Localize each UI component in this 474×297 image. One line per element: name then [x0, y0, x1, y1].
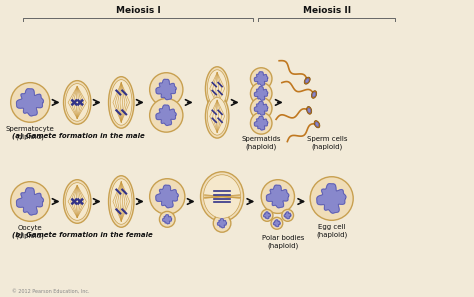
Ellipse shape: [310, 177, 353, 220]
Ellipse shape: [203, 175, 241, 218]
Ellipse shape: [65, 84, 89, 121]
Text: Oocyte
(diploid): Oocyte (diploid): [16, 225, 45, 239]
Polygon shape: [273, 220, 280, 227]
Ellipse shape: [305, 78, 309, 83]
Text: Spermatids
(haploid): Spermatids (haploid): [241, 136, 281, 150]
Polygon shape: [156, 105, 176, 125]
Text: (a) Gamete formation in the male: (a) Gamete formation in the male: [12, 132, 145, 139]
Polygon shape: [284, 212, 291, 219]
Ellipse shape: [250, 112, 272, 134]
Polygon shape: [264, 212, 270, 219]
Ellipse shape: [312, 92, 316, 97]
Polygon shape: [218, 219, 227, 228]
Ellipse shape: [65, 183, 89, 220]
Polygon shape: [255, 72, 268, 86]
Text: Egg cell
(haploid): Egg cell (haploid): [316, 224, 347, 238]
Ellipse shape: [110, 80, 132, 125]
Ellipse shape: [261, 209, 273, 221]
Ellipse shape: [314, 121, 320, 128]
Text: Sperm cells
(haploid): Sperm cells (haploid): [307, 136, 347, 150]
Text: Meiosis II: Meiosis II: [303, 6, 351, 15]
Ellipse shape: [159, 211, 175, 227]
Text: Polar bodies
(haploid): Polar bodies (haploid): [262, 235, 304, 249]
Ellipse shape: [150, 73, 183, 106]
Text: (b) Gamete formation in the female: (b) Gamete formation in the female: [12, 231, 153, 238]
Ellipse shape: [208, 97, 227, 135]
Ellipse shape: [250, 68, 272, 90]
Ellipse shape: [250, 97, 272, 119]
Ellipse shape: [109, 176, 134, 227]
Ellipse shape: [150, 179, 185, 214]
Ellipse shape: [250, 83, 272, 105]
Ellipse shape: [311, 91, 317, 98]
Ellipse shape: [64, 81, 91, 124]
Polygon shape: [255, 116, 268, 130]
Ellipse shape: [261, 180, 294, 213]
Text: Spermatocyte
(diploid): Spermatocyte (diploid): [6, 126, 55, 140]
Ellipse shape: [271, 217, 283, 229]
Ellipse shape: [150, 99, 183, 132]
Polygon shape: [156, 185, 178, 208]
Polygon shape: [156, 79, 176, 100]
Ellipse shape: [213, 214, 231, 232]
Ellipse shape: [315, 122, 319, 127]
Ellipse shape: [11, 83, 50, 122]
Ellipse shape: [282, 209, 293, 221]
Text: © 2012 Pearson Education, Inc.: © 2012 Pearson Education, Inc.: [12, 289, 89, 294]
Polygon shape: [255, 87, 268, 100]
Polygon shape: [17, 188, 44, 215]
Polygon shape: [255, 102, 268, 115]
Polygon shape: [17, 89, 44, 116]
Polygon shape: [163, 215, 172, 224]
Ellipse shape: [110, 179, 132, 224]
Ellipse shape: [201, 172, 244, 221]
Polygon shape: [266, 185, 289, 208]
Ellipse shape: [208, 70, 227, 108]
Text: Meiosis I: Meiosis I: [116, 6, 161, 15]
Ellipse shape: [109, 77, 134, 128]
Ellipse shape: [205, 67, 229, 110]
Ellipse shape: [205, 94, 229, 138]
Ellipse shape: [304, 77, 310, 84]
Ellipse shape: [308, 108, 311, 113]
Ellipse shape: [64, 180, 91, 223]
Ellipse shape: [307, 107, 312, 114]
Ellipse shape: [11, 182, 50, 221]
Polygon shape: [317, 184, 346, 213]
